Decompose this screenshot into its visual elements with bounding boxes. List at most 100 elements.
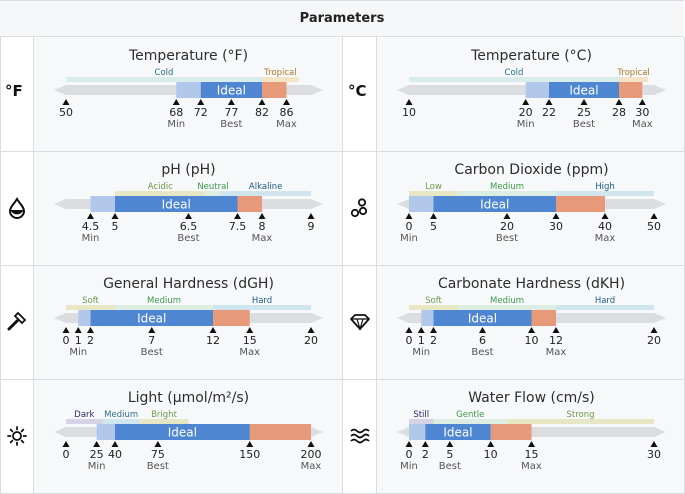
ideal-label: Ideal xyxy=(168,426,197,440)
tick-sublabel: Best xyxy=(573,119,595,130)
tick-marker xyxy=(479,327,486,333)
zone-label: Low xyxy=(425,182,442,192)
tick-marker xyxy=(405,213,413,219)
tick-sublabel: Min xyxy=(69,347,87,358)
tick-marker xyxy=(246,327,254,333)
tick-label: 200 xyxy=(301,448,322,461)
parameter-title: pH (pH) xyxy=(161,162,216,178)
tick-marker xyxy=(650,327,658,333)
tick-marker xyxy=(258,99,266,105)
tick-sublabel: Min xyxy=(167,119,185,130)
parameter-title: Carbonate Hardness (dKH) xyxy=(437,276,626,292)
tick-sublabel: Best xyxy=(177,233,199,244)
tick-label: 30 xyxy=(635,106,649,119)
tick-marker xyxy=(227,99,235,105)
tick-label: 10 xyxy=(402,106,416,119)
zone-band xyxy=(262,77,299,82)
tick-sublabel: Min xyxy=(400,461,418,472)
tick-marker xyxy=(283,99,290,105)
tick-label: 12 xyxy=(549,334,563,347)
tick-label: 7 xyxy=(148,334,155,347)
tick-label: 2 xyxy=(422,448,429,461)
tick-marker xyxy=(405,441,413,447)
unit-symbol: °F xyxy=(5,82,23,100)
tick-label: 82 xyxy=(255,106,269,119)
tick-sublabel: Best xyxy=(220,119,242,130)
zone-band xyxy=(409,191,458,196)
tick-label: 20 xyxy=(304,334,318,347)
tick-label: 9 xyxy=(308,220,315,233)
tick-marker xyxy=(405,327,413,333)
tick-label: 20 xyxy=(647,334,661,347)
tick-label: 0 xyxy=(406,448,413,461)
tick-label: 8 xyxy=(259,220,266,233)
tick-label: 1 xyxy=(418,334,425,347)
tick-label: 5 xyxy=(446,448,453,461)
zone-label: Tropical xyxy=(616,68,649,78)
parameter-panel-ph: pH (pH) Acidic Neutral Alkaline Ideal 4.5 Min 5… xyxy=(34,152,343,265)
fahrenheit-icon: °F xyxy=(0,38,33,151)
zone-label: Medium xyxy=(490,296,524,306)
tick-label: 7.5 xyxy=(229,220,247,233)
zone-band xyxy=(556,305,654,310)
zone-band xyxy=(115,305,213,310)
tick-marker xyxy=(93,441,101,447)
tick-sublabel: Best xyxy=(439,461,461,472)
tick-label: 40 xyxy=(108,448,122,461)
tick-marker xyxy=(552,327,560,333)
zone-label: Medium xyxy=(104,410,138,420)
tick-marker xyxy=(421,441,429,447)
tolerance-high-band xyxy=(249,424,311,440)
zone-label: Neutral xyxy=(197,182,228,192)
parameter-title: Light (µmol/m²/s) xyxy=(127,390,250,406)
tick-label: 150 xyxy=(239,448,260,461)
zone-label: Still xyxy=(413,410,429,420)
ideal-band xyxy=(433,196,556,212)
parameters-header: Parameters xyxy=(0,0,684,37)
tick-marker xyxy=(650,441,658,447)
tick-label: 12 xyxy=(206,334,220,347)
ideal-label: Ideal xyxy=(162,198,191,212)
zone-label: Gentle xyxy=(456,410,484,420)
zone-band xyxy=(66,419,103,424)
zone-label: Hard xyxy=(595,296,615,306)
tick-marker xyxy=(552,213,560,219)
tick-marker xyxy=(111,213,119,219)
tick-marker xyxy=(148,327,156,333)
zone-band xyxy=(220,191,311,196)
tick-marker xyxy=(601,213,609,219)
tick-marker xyxy=(487,441,495,447)
zone-band xyxy=(409,419,434,424)
zone-band xyxy=(102,419,140,424)
tick-marker xyxy=(172,99,180,105)
zone-label: Cold xyxy=(155,68,174,78)
tick-label: 15 xyxy=(243,334,257,347)
tick-sublabel: Min xyxy=(88,461,106,472)
gem-icon xyxy=(343,266,376,379)
zone-label: Cold xyxy=(505,68,524,78)
tick-marker xyxy=(307,213,315,219)
tick-marker xyxy=(234,213,241,219)
parameter-panel-temp-c: Temperature (°C) Cold Tropical Ideal 10 20 Min… xyxy=(377,38,685,151)
tick-sublabel: Best xyxy=(471,347,493,358)
ideal-band xyxy=(549,82,619,98)
parameter-title: Temperature (°C) xyxy=(471,48,592,64)
parameter-panel-gh: General Hardness (dGH) Soft Medium Hard Idea… xyxy=(34,266,343,379)
zone-band xyxy=(139,419,189,424)
tolerance-low-band xyxy=(421,310,434,326)
tick-label: 5 xyxy=(112,220,119,233)
tick-label: 68 xyxy=(169,106,183,119)
tick-label: 5 xyxy=(430,220,437,233)
ideal-label: Ideal xyxy=(217,84,246,98)
tick-sublabel: Min xyxy=(400,233,418,244)
zone-label: Bright xyxy=(151,410,177,420)
tick-label: 25 xyxy=(90,448,104,461)
tick-marker xyxy=(62,441,70,447)
tick-label: 28 xyxy=(612,106,626,119)
tick-label: 77 xyxy=(224,106,238,119)
